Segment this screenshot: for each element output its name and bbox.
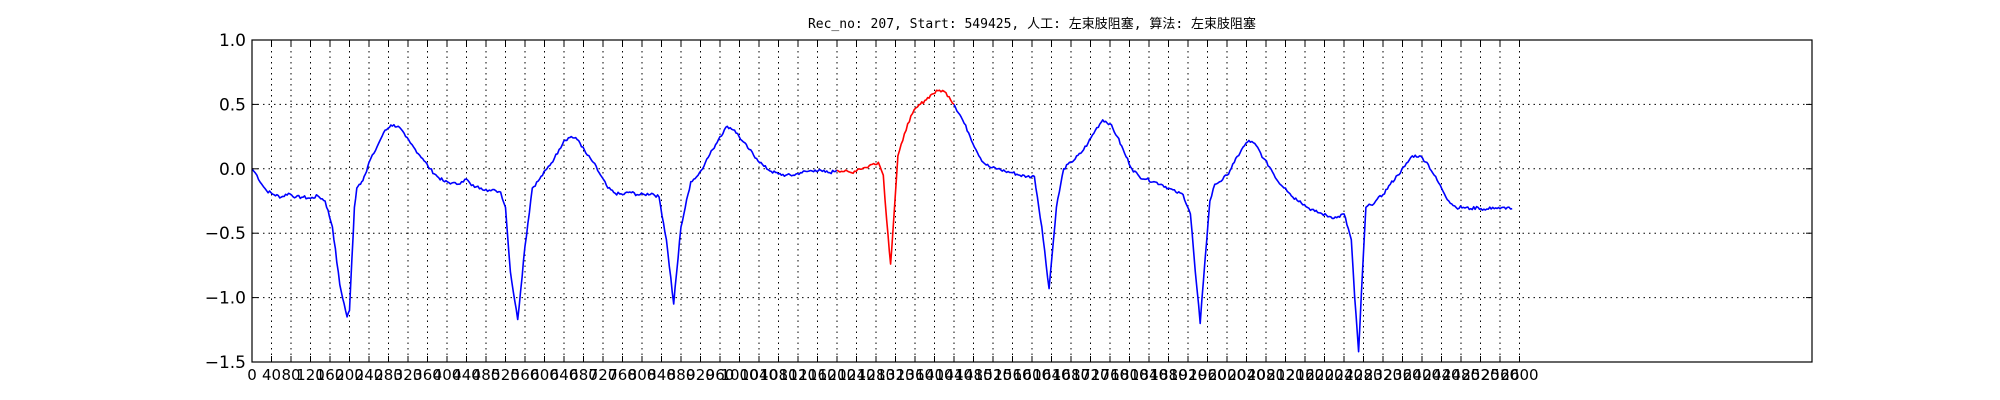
x-tick-label: 2560 <box>1481 366 1519 384</box>
x-tick-label: 720 <box>589 366 618 384</box>
x-tick-label: 200 <box>335 366 364 384</box>
x-tick-label: 1360 <box>896 366 934 384</box>
x-tick-label: 1920 <box>1169 366 1207 384</box>
x-tick-label: 1600 <box>1013 366 1051 384</box>
x-tick-label: 320 <box>394 366 423 384</box>
x-tick-label: 1240 <box>837 366 875 384</box>
x-tick-label: 960 <box>706 366 735 384</box>
x-tick-label: 880 <box>667 366 696 384</box>
x-tick-label: 1280 <box>857 366 895 384</box>
ecg-series-line-0 <box>251 123 838 321</box>
x-tick-label: 80 <box>281 366 300 384</box>
x-tick-label: 760 <box>608 366 637 384</box>
y-tick-label: −1.5 <box>205 353 246 373</box>
x-tick-label: 640 <box>550 366 579 384</box>
x-tick-label: 2240 <box>1325 366 1363 384</box>
x-tick-label: 2080 <box>1247 366 1285 384</box>
y-tick-label: 1.0 <box>219 31 246 51</box>
ecg-series-line-1 <box>836 89 955 265</box>
x-tick-label: 2280 <box>1344 366 1382 384</box>
grid <box>251 39 1812 363</box>
x-tick-label: 360 <box>413 366 442 384</box>
x-tick-label: 2520 <box>1461 366 1499 384</box>
y-tick-label: 0.5 <box>219 95 246 115</box>
x-tick-label: 800 <box>628 366 657 384</box>
x-tick-label: 1760 <box>1091 366 1129 384</box>
x-tick-label: 840 <box>647 366 676 384</box>
y-tick-label: 0.0 <box>219 160 246 180</box>
x-tick-label: 2040 <box>1227 366 1265 384</box>
x-tick-label: 40 <box>262 366 281 384</box>
x-tick-label: 1160 <box>798 366 836 384</box>
x-tick-label: 1640 <box>1032 366 1070 384</box>
x-tick-label: 2600 <box>1500 366 1538 384</box>
x-tick-label: 1520 <box>974 366 1012 384</box>
x-tick-label: 1080 <box>759 366 797 384</box>
y-tick-label: −0.5 <box>205 224 246 244</box>
x-tick-label: 2120 <box>1266 366 1304 384</box>
x-tick-label: 160 <box>316 366 345 384</box>
y-tick-label: −1.0 <box>205 289 246 309</box>
x-tick-label: 1000 <box>720 366 758 384</box>
x-tick-label: 2000 <box>1208 366 1246 384</box>
x-tick-label: 2440 <box>1422 366 1460 384</box>
x-axis: 0 40 8012016020024028032036040044048052056… <box>247 40 1539 384</box>
x-tick-label: 120 <box>296 366 325 384</box>
x-tick-label: 520 <box>491 366 520 384</box>
x-tick-label: 1200 <box>818 366 856 384</box>
series-lines <box>251 89 1513 353</box>
x-tick-label: 2480 <box>1442 366 1480 384</box>
x-tick-label: 1680 <box>1052 366 1090 384</box>
x-tick-label: 1440 <box>935 366 973 384</box>
x-tick-label: 1720 <box>1071 366 1109 384</box>
x-tick-label: 2200 <box>1305 366 1343 384</box>
x-tick-label: 240 <box>355 366 384 384</box>
x-tick-label: 600 <box>530 366 559 384</box>
x-tick-label: 1800 <box>1110 366 1148 384</box>
x-tick-label: 2360 <box>1383 366 1421 384</box>
x-tick-label: 280 <box>374 366 403 384</box>
x-tick-label: 1480 <box>954 366 992 384</box>
y-axis: 1.0 0.5 0.0 −0.5 −1.0 −1.5 <box>205 31 1812 373</box>
x-tick-label: 2160 <box>1286 366 1324 384</box>
x-tick-label: 920 <box>686 366 715 384</box>
x-tick-label: 2400 <box>1403 366 1441 384</box>
x-tick-label: 480 <box>472 366 501 384</box>
x-tick-label: 680 <box>569 366 598 384</box>
x-tick-label: 1040 <box>740 366 778 384</box>
x-tick-label: 2320 <box>1364 366 1402 384</box>
x-tick-label: 1960 <box>1188 366 1226 384</box>
x-tick-label: 440 <box>452 366 481 384</box>
x-tick-label: 1840 <box>1130 366 1168 384</box>
x-tick-label: 1560 <box>993 366 1031 384</box>
chart-title: Rec_no: 207, Start: 549425, 人工: 左束肢阻塞, 算… <box>808 16 1256 32</box>
x-tick-label: 0 <box>247 366 257 384</box>
x-tick-label: 1120 <box>779 366 817 384</box>
x-tick-label: 1880 <box>1149 366 1187 384</box>
x-tick-label: 400 <box>433 366 462 384</box>
x-tick-label: 1320 <box>876 366 914 384</box>
x-tick-label: 1400 <box>915 366 953 384</box>
ecg-series-line-2 <box>953 104 1513 353</box>
x-tick-label: 560 <box>511 366 540 384</box>
